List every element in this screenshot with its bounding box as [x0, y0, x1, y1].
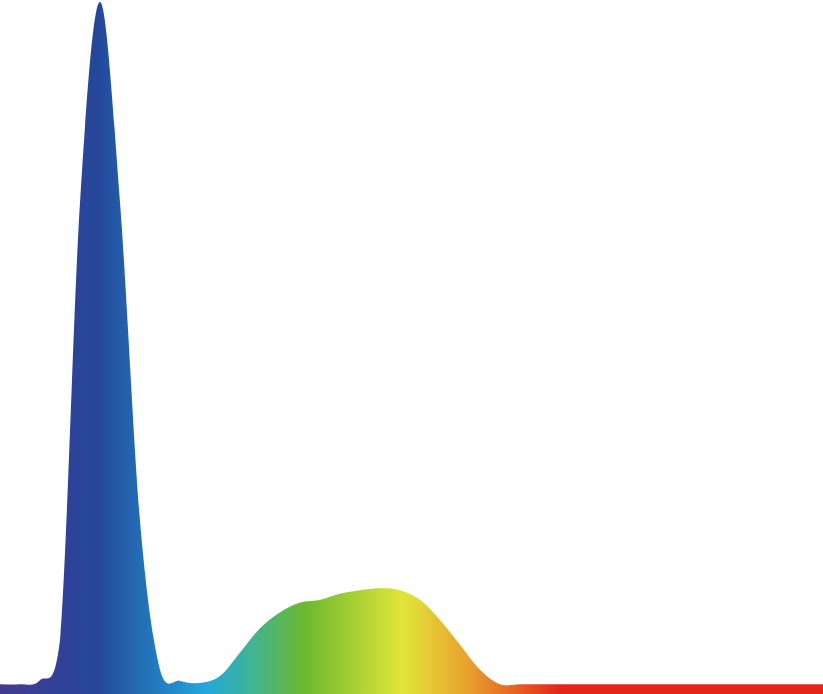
spectrum-area [0, 2, 823, 694]
spectrum-chart [0, 2, 823, 694]
